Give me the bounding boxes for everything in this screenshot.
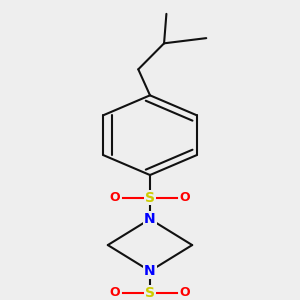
Text: O: O [110, 191, 120, 204]
Text: O: O [180, 286, 190, 299]
Text: S: S [145, 286, 155, 300]
Text: N: N [144, 212, 156, 226]
Text: O: O [110, 286, 120, 299]
Text: S: S [145, 190, 155, 205]
Text: O: O [180, 191, 190, 204]
Text: N: N [144, 264, 156, 278]
